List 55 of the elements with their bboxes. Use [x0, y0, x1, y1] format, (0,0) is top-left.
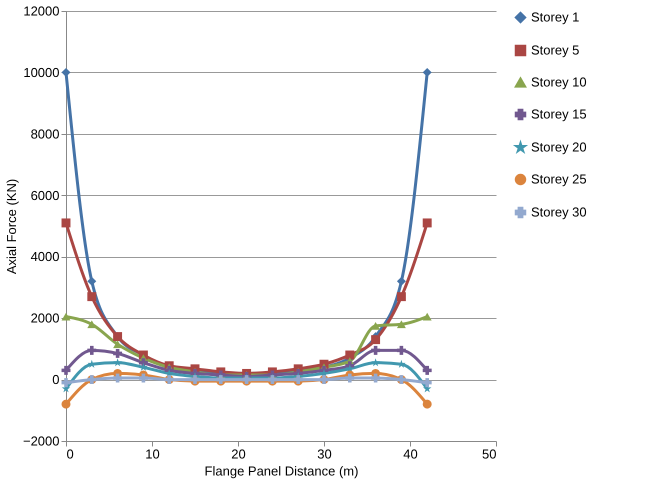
point — [422, 378, 432, 388]
x-tick-label: 10 — [145, 446, 160, 462]
legend-label: Storey 30 — [531, 204, 587, 220]
y-tick-label: 10000 — [23, 64, 60, 80]
x-tick-label: 40 — [403, 446, 418, 462]
y-tick-label: −2000 — [22, 434, 60, 448]
point — [371, 335, 380, 344]
point — [396, 346, 406, 355]
point — [138, 374, 148, 383]
legend-label: Storey 5 — [531, 42, 580, 58]
legend-label: Storey 1 — [531, 10, 580, 24]
point — [87, 276, 96, 286]
point — [87, 292, 96, 302]
legend-label: Storey 25 — [531, 172, 587, 186]
x-tick-label: 20 — [231, 446, 246, 462]
point — [396, 292, 406, 302]
point — [422, 366, 432, 375]
point — [371, 358, 380, 366]
point — [422, 68, 432, 77]
point — [87, 320, 96, 328]
point — [113, 348, 122, 358]
y-tick-label: 0 — [52, 372, 60, 388]
x-tick-label: 30 — [317, 446, 332, 462]
point — [62, 378, 70, 388]
legend-label: Storey 15 — [531, 106, 587, 122]
y-tick-label: 4000 — [30, 249, 60, 264]
point — [62, 218, 70, 228]
y-axis-title: Axial Force (KN) — [4, 178, 19, 274]
point — [113, 358, 122, 366]
point — [422, 400, 432, 409]
y-tick-label: 12000 — [23, 4, 60, 18]
point — [62, 366, 70, 375]
y-tick-label: 2000 — [30, 310, 60, 326]
point — [62, 68, 70, 77]
point — [87, 346, 96, 355]
point — [371, 374, 380, 383]
legend-label: Storey 20 — [531, 140, 587, 154]
point — [422, 312, 432, 320]
y-tick-label: 6000 — [30, 188, 60, 203]
point — [62, 400, 70, 409]
x-tick-label: 50 — [482, 446, 496, 462]
x-axis-title: Flange Panel Distance (m) — [204, 464, 358, 478]
point — [422, 218, 432, 228]
legend-label: Storey 10 — [531, 74, 587, 90]
point — [396, 320, 406, 328]
point — [371, 346, 380, 355]
point — [345, 350, 354, 360]
x-tick-label: 0 — [66, 446, 74, 462]
point — [113, 340, 122, 348]
point — [371, 322, 380, 330]
point — [62, 312, 70, 320]
point — [345, 374, 354, 383]
point — [396, 276, 406, 286]
point — [113, 374, 122, 383]
y-tick-label: 8000 — [30, 126, 60, 142]
